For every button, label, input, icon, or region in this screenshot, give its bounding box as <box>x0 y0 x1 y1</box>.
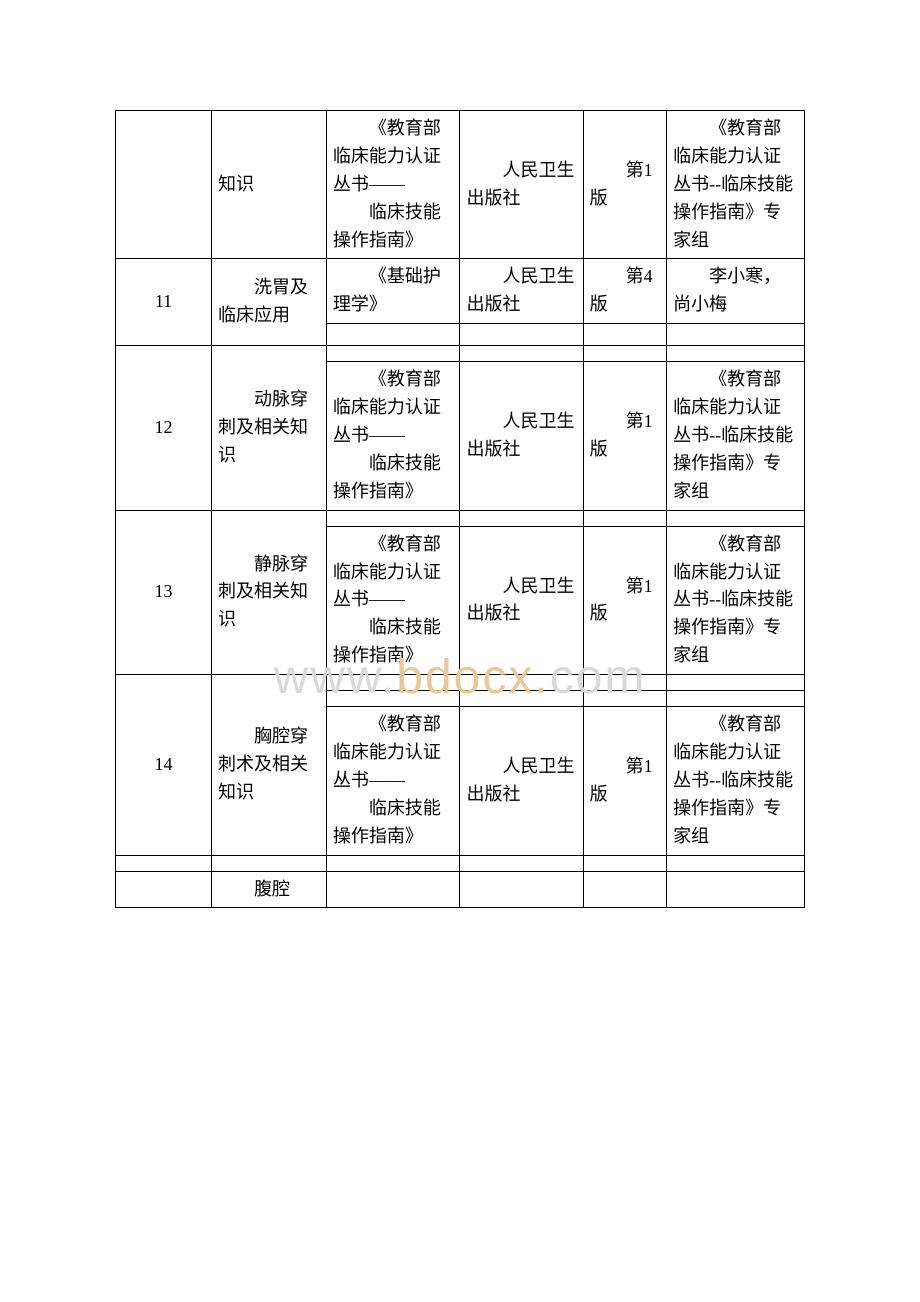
cell-author: 《教育部临床能力认证丛书--临床技能操作指南》专家组 <box>667 707 804 854</box>
cell-author <box>667 886 804 894</box>
cell-edition <box>584 886 667 894</box>
content-table: 知识 《教育部临床能力认证丛书—— 临床技能操作指南》 人民卫生出版社 第1版 … <box>115 110 805 908</box>
cell-topic: 静脉穿刺及相关知识 <box>212 547 326 639</box>
cell-publisher: 人民卫生出版社 <box>460 749 582 813</box>
cell-edition: 第1版 <box>584 153 667 217</box>
cell-edition: 第1版 <box>584 569 667 633</box>
cell-num: 14 <box>116 747 211 783</box>
cell-topic: 腹腔 <box>212 872 326 908</box>
cell-publisher <box>460 886 582 894</box>
table-row: 腹腔 <box>116 871 805 908</box>
cell-topic: 胸腔穿刺术及相关知识 <box>212 719 326 811</box>
cell-book-p1: 《教育部临床能力认证丛书—— <box>333 711 454 795</box>
cell-num <box>116 886 211 894</box>
cell-num: 11 <box>116 284 211 320</box>
cell-author: 《教育部临床能力认证丛书--临床技能操作指南》专家组 <box>667 111 804 258</box>
cell-publisher: 人民卫生出版社 <box>460 259 582 323</box>
cell-publisher: 人民卫生出版社 <box>460 569 582 633</box>
cell-num: 12 <box>116 410 211 446</box>
cell-num <box>116 181 211 189</box>
cell-book-p2: 临床技能操作指南》 <box>333 199 454 255</box>
cell-book-p1: 《教育部临床能力认证丛书—— <box>333 115 454 199</box>
cell-author: 《教育部临床能力认证丛书--临床技能操作指南》专家组 <box>667 362 804 509</box>
table-row: 11 洗胃及临床应用 《基础护理学》 人民卫生出版社 第4版 李小寒，尚小梅 <box>116 259 805 324</box>
cell-topic: 洗胃及临床应用 <box>212 270 326 334</box>
cell-book-p1: 《教育部临床能力认证丛书—— <box>333 366 454 450</box>
table-row-spacer <box>116 855 805 871</box>
cell-edition: 第1版 <box>584 749 667 813</box>
cell-book-p1 <box>327 886 460 894</box>
table-row-spacer: 14 胸腔穿刺术及相关知识 <box>116 675 805 691</box>
table-row-spacer: 12 动脉穿刺及相关知识 <box>116 346 805 362</box>
cell-author: 《教育部临床能力认证丛书--临床技能操作指南》专家组 <box>667 527 804 674</box>
cell-edition: 第4版 <box>584 259 667 323</box>
cell-book-p1: 《教育部临床能力认证丛书—— <box>333 531 454 615</box>
cell-edition: 第1版 <box>584 404 667 468</box>
table-row-spacer: 13 静脉穿刺及相关知识 <box>116 510 805 526</box>
cell-book-p2: 临床技能操作指南》 <box>333 795 454 851</box>
cell-book-p2: 临床技能操作指南》 <box>333 450 454 506</box>
table-row: 知识 《教育部临床能力认证丛书—— 临床技能操作指南》 人民卫生出版社 第1版 … <box>116 111 805 259</box>
table-wrap: www.bdocx.com 知识 《教育部临床能力认证丛书—— 临床技能操作指南… <box>115 110 805 908</box>
cell-book-p2: 临床技能操作指南》 <box>333 614 454 670</box>
cell-publisher: 人民卫生出版社 <box>460 404 582 468</box>
cell-num: 13 <box>116 574 211 610</box>
cell-topic: 动脉穿刺及相关知识 <box>212 382 326 474</box>
cell-author: 李小寒，尚小梅 <box>667 259 804 323</box>
cell-topic: 知识 <box>218 174 254 194</box>
cell-book-p1: 《基础护理学》 <box>327 259 460 323</box>
cell-publisher: 人民卫生出版社 <box>460 153 582 217</box>
